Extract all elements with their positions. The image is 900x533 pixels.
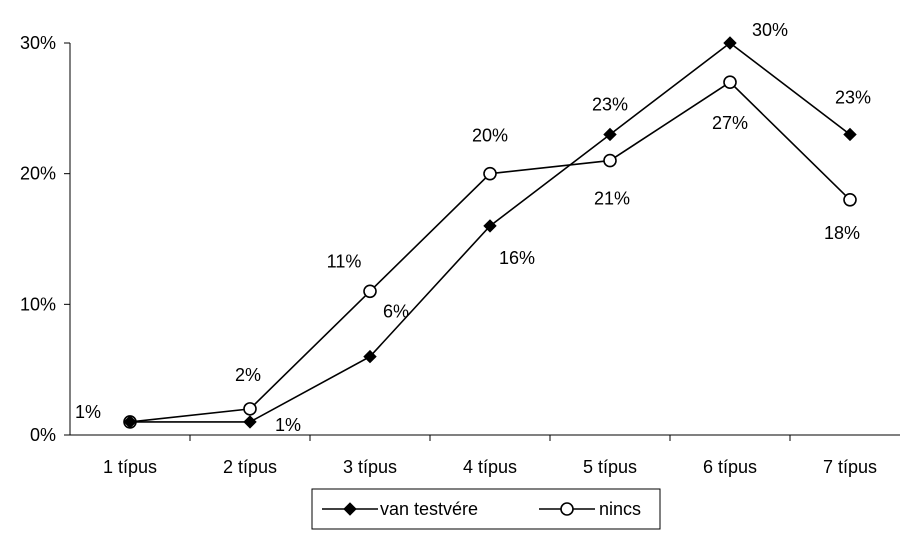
data-label: 30% xyxy=(752,20,788,40)
legend-label-1: nincs xyxy=(599,499,641,519)
data-point xyxy=(603,153,617,168)
data-point xyxy=(843,127,857,142)
data-label: 1% xyxy=(275,415,301,435)
legend: van testvére nincs xyxy=(311,488,661,530)
legend-marker-0 xyxy=(343,502,357,516)
x-tick-label: 1 típus xyxy=(103,457,157,477)
data-label: 23% xyxy=(592,94,628,114)
data-label: 18% xyxy=(824,223,860,243)
data-label: 11% xyxy=(327,251,362,271)
legend-marker-1 xyxy=(560,502,574,516)
series-markers xyxy=(123,36,857,429)
x-tick-label: 6 típus xyxy=(703,457,757,477)
data-point xyxy=(483,166,497,181)
data-label: 16% xyxy=(499,248,535,268)
y-tick-label: 10% xyxy=(20,294,56,314)
data-point xyxy=(723,36,737,50)
data-point xyxy=(363,284,377,299)
data-point xyxy=(363,349,377,364)
legend-label-0: van testvére xyxy=(380,499,478,519)
data-point xyxy=(123,415,137,429)
x-tick-label: 3 típus xyxy=(343,457,397,477)
data-label: 6% xyxy=(383,302,409,322)
y-tick-label: 30% xyxy=(20,33,56,53)
x-tick-label: 7 típus xyxy=(823,457,877,477)
data-point xyxy=(243,402,257,416)
data-label: 21% xyxy=(594,189,630,209)
data-label: 1% xyxy=(75,402,101,422)
y-tick-label: 0% xyxy=(30,425,56,445)
x-tick-label: 4 típus xyxy=(463,457,517,477)
x-tick-label: 2 típus xyxy=(223,457,277,477)
y-tick-label: 20% xyxy=(20,164,56,184)
data-label: 27% xyxy=(712,113,748,133)
axes: 0% 10% 20% 30% 1 típus 2 típus 3 típus 4 típus 5… xyxy=(20,33,900,477)
data-point xyxy=(483,219,497,233)
x-tick-label: 5 típus xyxy=(583,457,637,477)
data-point xyxy=(723,75,737,89)
data-point xyxy=(243,415,257,429)
data-label: 2% xyxy=(235,365,261,385)
data-labels: 1% 6% 16% 23% 30% 23% 1% 2% 11% 20% 21% 27% 18% xyxy=(75,20,871,435)
data-label: 23% xyxy=(835,87,871,107)
data-label: 20% xyxy=(472,126,508,146)
data-point xyxy=(603,127,617,142)
data-point xyxy=(843,193,857,207)
